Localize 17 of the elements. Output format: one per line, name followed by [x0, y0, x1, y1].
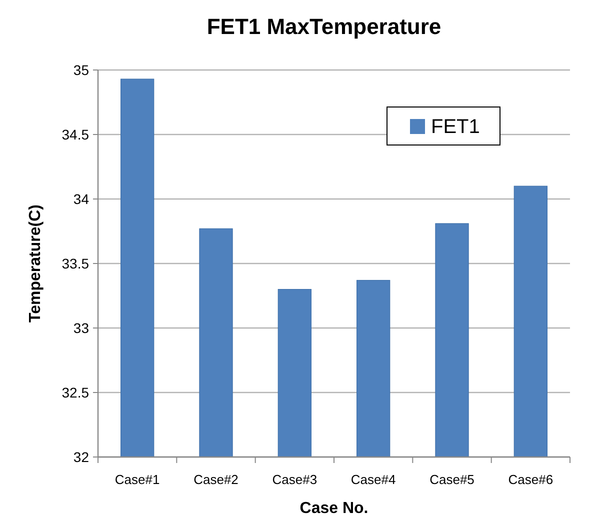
y-tick-label: 34.5 [62, 126, 90, 142]
y-axis-title: Temperature(C) [27, 204, 44, 322]
x-axis-title: Case No. [300, 500, 368, 517]
y-tick-label: 33.5 [62, 256, 90, 272]
y-tick-label: 35 [73, 62, 90, 78]
y-tick-label: 33 [73, 320, 90, 336]
y-tick-label: 32.5 [62, 384, 90, 400]
x-tick-label: Case#5 [430, 472, 474, 487]
x-tick-label: Case#4 [350, 472, 396, 487]
x-tick-label: Case#2 [194, 472, 238, 487]
x-tick-label: Case#6 [508, 472, 554, 487]
x-tick-label: Case#1 [114, 472, 160, 487]
y-tick-label: 34 [73, 191, 90, 207]
y-tick-label: 32 [73, 449, 90, 465]
legend-label: FET1 [431, 116, 480, 138]
chart-title: FET1 MaxTemperature [206, 14, 442, 39]
x-tick-label: Case#3 [272, 472, 318, 487]
